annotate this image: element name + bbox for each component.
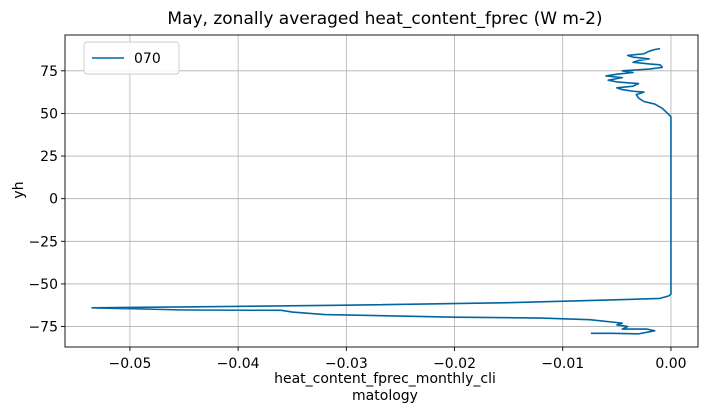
y-tick-label-5: 50 [40,106,58,122]
x-tick-label-1: −0.04 [217,356,260,372]
x-tick-label-0: −0.05 [108,356,151,372]
legend-box [83,41,180,75]
y-tick-label-0: −75 [28,320,58,336]
y-tick-label-4: 25 [40,149,58,165]
plot-area: −0.05 −0.04 −0.03 −0.02 −0.01 0.00 −75 −50 −25 0 2… [28,34,699,372]
x-tick-label-3: −0.02 [433,356,476,372]
y-tick-label-2: −25 [28,234,58,250]
axes-frame [64,34,699,348]
series-line-070 [91,47,672,335]
y-tick-label-6: 75 [40,64,58,80]
x-axis-label-line-2: matology [352,388,418,404]
x-tick-label-5: 0.00 [655,356,686,372]
x-tick-label-4: −0.01 [541,356,584,372]
x-tick-label-2: −0.03 [325,356,368,372]
chart-title: May, zonally averaged heat_content_fprec… [167,9,602,29]
y-tick-label-1: −50 [28,277,58,293]
y-tick-label-3: 0 [49,192,58,208]
legend: 070 [83,41,180,75]
legend-label-070: 070 [134,51,161,67]
x-axis-label-line-1: heat_content_fprec_monthly_cli [274,371,496,387]
y-axis-label: yh [11,181,27,198]
